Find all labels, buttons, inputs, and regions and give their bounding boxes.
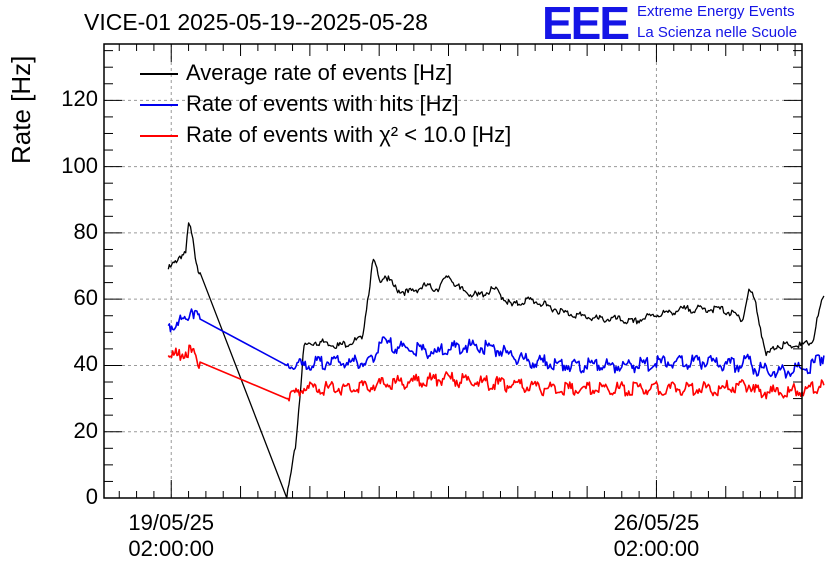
y-axis-label: Rate [Hz]: [6, 55, 36, 164]
y-tick-label: 120: [61, 86, 98, 112]
x-tick-label: 19/05/25 02:00:00: [101, 510, 241, 562]
legend-label: Average rate of events [Hz]: [186, 60, 453, 85]
y-tick-label: 60: [73, 285, 98, 311]
y-tick-label: 20: [73, 417, 98, 443]
eee-logo-icon: EEE: [542, 0, 630, 49]
logo-line-2: La Scienza nelle Scuole: [637, 24, 798, 41]
series-line-1: [167, 222, 825, 499]
plot-frame: [103, 43, 803, 499]
legend-swatch: [140, 135, 178, 137]
y-tick-label: 100: [61, 152, 98, 178]
x-tick-date: 26/05/25: [613, 510, 700, 535]
axes-frame: [103, 43, 803, 499]
x-tick-date: 19/05/25: [128, 510, 215, 535]
y-tick-label: 40: [73, 351, 98, 377]
series-line-3: [167, 344, 825, 402]
legend-swatch: [140, 104, 178, 106]
grid-lines: [104, 44, 802, 499]
legend-swatch: [140, 73, 178, 75]
y-tick-label: 0: [85, 484, 98, 509]
legend-label: Rate of events with hits [Hz]: [186, 91, 459, 116]
x-tick-time: 02:00:00: [128, 536, 215, 561]
x-tick-label: 26/05/25 02:00:00: [586, 510, 726, 562]
legend-label: Rate of events with χ² < 10.0 [Hz]: [186, 122, 512, 147]
series-line-2: [167, 308, 825, 379]
logo-line-1: Extreme Energy Events: [637, 3, 795, 20]
series-layer: [167, 222, 825, 499]
y-tick-label: 80: [73, 218, 98, 244]
chart-title: VICE-01 2025-05-19--2025-05-28: [84, 9, 428, 35]
x-tick-time: 02:00:00: [613, 536, 700, 561]
